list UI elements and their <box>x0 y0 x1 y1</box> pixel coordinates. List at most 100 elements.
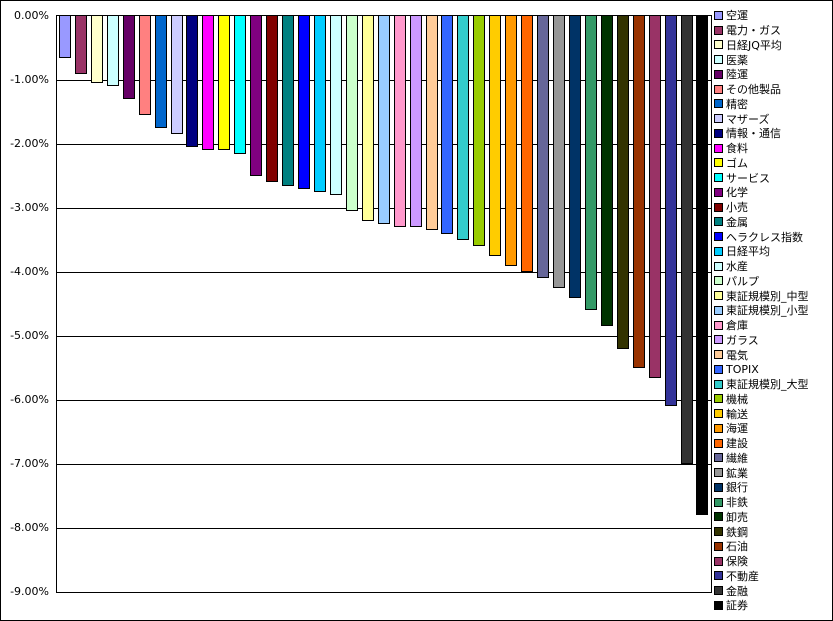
legend-item: TOPIX <box>714 362 809 377</box>
legend-item: 不動産 <box>714 569 809 584</box>
legend-label: 鉱業 <box>726 466 748 480</box>
legend-item: その他製品 <box>714 82 809 97</box>
legend-swatch <box>714 512 723 522</box>
legend-swatch <box>714 497 723 507</box>
bar <box>409 16 422 227</box>
bar <box>298 16 311 189</box>
legend-item: 食料 <box>714 141 809 156</box>
bar <box>505 16 518 266</box>
bar <box>58 16 71 58</box>
legend-swatch <box>714 335 723 345</box>
legend-label: 陸運 <box>726 68 748 82</box>
chart-legend: 空運 電力・ガス 日経JQ平均 医薬 陸運 その他製品 精密 マザーズ 情報・通信 食料 ゴム サービ… <box>714 8 809 613</box>
bar <box>250 16 263 176</box>
plot-area <box>56 15 712 593</box>
legend-item: 証券 <box>714 598 809 613</box>
legend-item: 鉄鋼 <box>714 524 809 539</box>
bar <box>425 16 438 230</box>
legend-label: 非鉄 <box>726 496 748 510</box>
bar <box>664 16 677 406</box>
legend-swatch <box>714 84 723 94</box>
gridline <box>57 272 711 273</box>
legend-item: 石油 <box>714 539 809 554</box>
bar <box>234 16 247 154</box>
legend-item: 金融 <box>714 583 809 598</box>
legend-label: 電力・ガス <box>726 24 781 38</box>
y-axis-label: -7.00% <box>10 457 49 470</box>
bar <box>329 16 342 195</box>
legend-swatch <box>714 379 723 389</box>
bar <box>377 16 390 224</box>
legend-item: ヘラクレス指数 <box>714 229 809 244</box>
legend-swatch <box>714 600 723 610</box>
legend-label: 証券 <box>726 599 748 613</box>
legend-swatch <box>714 276 723 286</box>
legend-swatch <box>714 25 723 35</box>
bar <box>106 16 119 86</box>
legend-label: 鉄鋼 <box>726 525 748 539</box>
bar <box>313 16 326 192</box>
legend-item: 電力・ガス <box>714 23 809 38</box>
bar <box>266 16 279 182</box>
legend-label: その他製品 <box>726 83 781 97</box>
legend-label: TOPIX <box>726 362 759 376</box>
bar <box>537 16 550 278</box>
legend-label: 東証規模別_小型 <box>726 304 809 318</box>
legend-swatch <box>714 468 723 478</box>
legend-swatch <box>714 305 723 315</box>
legend-item: 建設 <box>714 436 809 451</box>
bar <box>90 16 103 83</box>
legend-swatch <box>714 173 723 183</box>
legend-swatch <box>714 291 723 301</box>
legend-swatch <box>714 40 723 50</box>
bar <box>393 16 406 227</box>
bar <box>568 16 581 298</box>
bar <box>616 16 629 349</box>
legend-swatch <box>714 556 723 566</box>
legend-item: 医薬 <box>714 52 809 67</box>
legend-label: 日経平均 <box>726 245 770 259</box>
legend-label: 日経JQ平均 <box>726 38 782 52</box>
legend-item: ゴム <box>714 156 809 171</box>
legend-item: 鉱業 <box>714 465 809 480</box>
legend-swatch <box>714 394 723 404</box>
legend-label: マザーズ <box>726 112 770 126</box>
bar <box>457 16 470 240</box>
bar <box>218 16 231 150</box>
legend-item: 卸売 <box>714 510 809 525</box>
bars-group <box>57 16 711 592</box>
y-axis-label: 0.00% <box>14 9 49 22</box>
legend-swatch <box>714 527 723 537</box>
legend-label: 電気 <box>726 348 748 362</box>
bar <box>170 16 183 134</box>
legend-swatch <box>714 482 723 492</box>
legend-item: 保険 <box>714 554 809 569</box>
legend-swatch <box>714 320 723 330</box>
legend-label: 機械 <box>726 392 748 406</box>
bar <box>345 16 358 211</box>
legend-label: 医薬 <box>726 53 748 67</box>
legend-label: 空運 <box>726 9 748 23</box>
legend-swatch <box>714 350 723 360</box>
legend-swatch <box>714 586 723 596</box>
bar <box>202 16 215 150</box>
legend-label: 東証規模別_中型 <box>726 289 809 303</box>
y-axis-label: -9.00% <box>10 585 49 598</box>
legend-swatch <box>714 423 723 433</box>
gridline <box>57 336 711 337</box>
legend-swatch <box>714 158 723 168</box>
legend-item: 繊維 <box>714 451 809 466</box>
bar <box>632 16 645 368</box>
bar <box>680 16 693 464</box>
y-axis-label: -1.00% <box>10 73 49 86</box>
legend-item: 日経平均 <box>714 244 809 259</box>
legend-label: ヘラクレス指数 <box>726 230 803 244</box>
legend-label: 石油 <box>726 540 748 554</box>
legend-label: 小売 <box>726 201 748 215</box>
legend-item: ガラス <box>714 333 809 348</box>
legend-label: 金融 <box>726 584 748 598</box>
legend-label: ガラス <box>726 333 759 347</box>
y-axis-label: -3.00% <box>10 201 49 214</box>
legend-label: 水産 <box>726 260 748 274</box>
legend-swatch <box>714 571 723 581</box>
